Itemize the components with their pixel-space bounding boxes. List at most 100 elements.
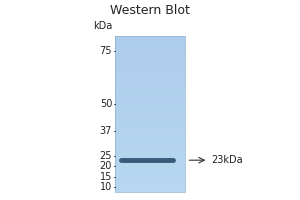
Bar <box>115 58 185 60</box>
Bar <box>115 154 185 156</box>
Bar <box>115 81 185 83</box>
Bar <box>115 72 185 74</box>
Text: 25: 25 <box>100 151 112 161</box>
Bar <box>115 71 185 72</box>
Bar <box>115 119 185 120</box>
Text: 10: 10 <box>100 182 112 192</box>
Bar <box>115 164 185 165</box>
Bar <box>115 170 185 171</box>
Bar <box>115 36 185 192</box>
Bar <box>115 75 185 77</box>
Bar <box>115 142 185 144</box>
Bar <box>115 189 185 190</box>
Bar <box>115 137 185 139</box>
Bar <box>115 91 185 92</box>
Bar <box>115 86 185 88</box>
Bar <box>115 111 185 113</box>
Bar <box>115 47 185 49</box>
Bar <box>115 109 185 111</box>
Bar <box>115 145 185 147</box>
Bar <box>115 77 185 78</box>
Bar <box>115 80 185 81</box>
Bar <box>115 99 185 100</box>
Bar <box>115 128 185 130</box>
Bar <box>115 64 185 66</box>
Bar <box>115 36 185 38</box>
Bar <box>115 106 185 108</box>
Bar <box>115 122 185 123</box>
Bar <box>115 113 185 114</box>
Title: Western Blot: Western Blot <box>110 4 190 17</box>
Bar <box>115 88 185 89</box>
Bar <box>115 165 185 167</box>
Bar <box>115 97 185 99</box>
Bar <box>115 184 185 185</box>
Bar <box>115 151 185 153</box>
Bar <box>115 134 185 136</box>
Bar <box>115 103 185 105</box>
Bar <box>115 131 185 133</box>
Bar <box>115 54 185 55</box>
Bar <box>115 178 185 179</box>
Bar <box>115 50 185 52</box>
Bar <box>115 49 185 50</box>
Bar <box>115 55 185 57</box>
Bar <box>115 38 185 40</box>
Bar <box>115 95 185 97</box>
Bar <box>115 187 185 189</box>
Bar <box>115 158 185 159</box>
Bar <box>115 74 185 75</box>
Text: 15: 15 <box>100 172 112 182</box>
Bar <box>115 100 185 102</box>
Bar <box>115 116 185 117</box>
Bar <box>115 105 185 106</box>
Bar <box>115 171 185 173</box>
Bar <box>115 69 185 71</box>
Bar <box>115 125 185 126</box>
Bar <box>115 63 185 64</box>
Bar <box>115 46 185 47</box>
Text: 75: 75 <box>100 46 112 56</box>
Bar <box>115 133 185 134</box>
Bar <box>115 78 185 80</box>
Bar <box>115 144 185 145</box>
Bar <box>115 173 185 175</box>
Bar <box>115 136 185 137</box>
Bar <box>115 66 185 68</box>
Bar <box>115 130 185 131</box>
Bar <box>115 147 185 148</box>
Bar <box>115 185 185 187</box>
Bar <box>115 61 185 63</box>
Text: 50: 50 <box>100 99 112 109</box>
Bar <box>115 92 185 94</box>
Bar <box>115 181 185 182</box>
Bar <box>115 161 185 162</box>
Bar <box>115 44 185 46</box>
Bar <box>115 57 185 58</box>
Bar <box>115 167 185 168</box>
Bar <box>115 139 185 140</box>
Bar <box>115 176 185 178</box>
Text: 20: 20 <box>100 161 112 171</box>
Bar <box>115 156 185 158</box>
Bar <box>115 120 185 122</box>
Bar <box>115 41 185 43</box>
Bar <box>115 175 185 176</box>
Bar <box>115 190 185 192</box>
Bar <box>115 153 185 154</box>
Bar <box>115 148 185 150</box>
Bar <box>115 123 185 125</box>
Bar <box>115 94 185 95</box>
Bar <box>115 68 185 69</box>
Bar <box>115 114 185 116</box>
Bar <box>115 85 185 86</box>
Bar <box>115 83 185 85</box>
Bar <box>115 52 185 54</box>
Bar <box>115 179 185 181</box>
Bar <box>115 43 185 44</box>
Bar <box>115 60 185 61</box>
Text: 23kDa: 23kDa <box>211 155 243 165</box>
Bar <box>115 89 185 91</box>
Bar <box>115 140 185 142</box>
Bar <box>115 126 185 128</box>
